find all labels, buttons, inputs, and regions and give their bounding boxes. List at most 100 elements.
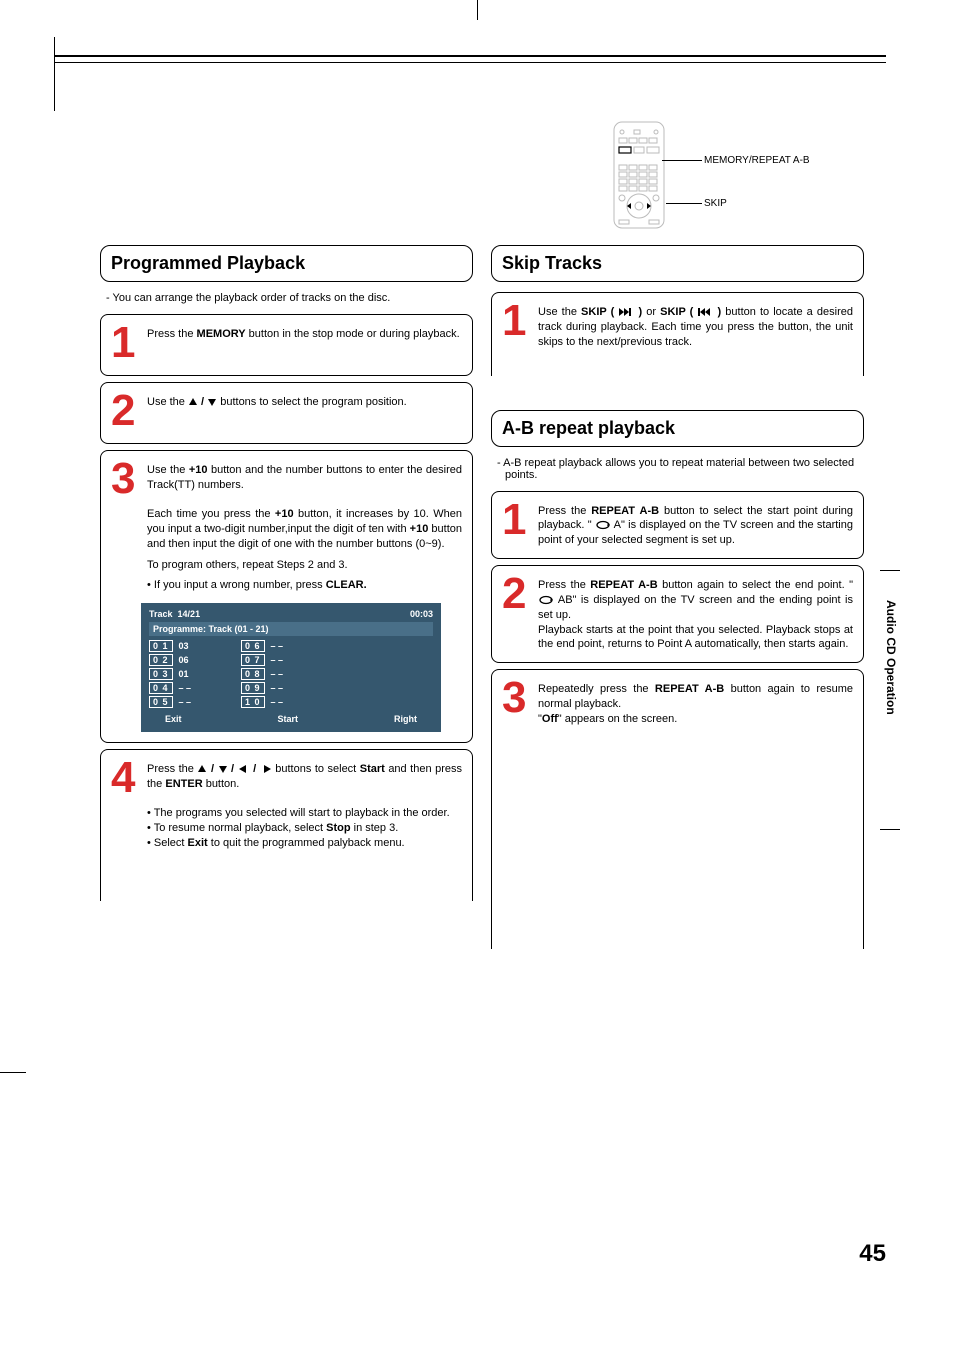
osd-column-right: 0 6– – 0 7– – 0 8– – 0 9– – 1 0– – [241,640,283,708]
header-rule [55,55,886,63]
osd-programme-header: Programme: Track (01 - 21) [149,622,433,636]
ab-step1-box: 1 Press the REPEAT A-B button to select … [491,491,864,560]
section-title-ab: A-B repeat playback [491,410,864,447]
crop-mark [0,1072,26,1073]
plus10-label: +10 [189,464,208,476]
osd-row: 0 5– – [149,696,191,708]
osd-panel: Track 14/21 00:03 Programme: Track (01 -… [141,603,441,732]
slash: / [211,763,218,775]
down-arrow-icon [218,764,228,774]
osd-row: 0 9– – [241,682,283,694]
text: to quit the programmed palyback menu. [208,837,405,849]
val: – – [271,655,284,665]
step3-para2: To program others, repeat Steps 2 and 3. [147,558,462,573]
text: buttons to select [275,763,360,775]
slot: 0 9 [241,682,265,694]
leader-line [662,160,702,161]
repeat-icon [595,520,611,530]
remote-diagram: MEMORY/REPEAT A-B SKIP [604,120,854,235]
step-number-3: 3 [502,676,534,720]
off-label: Off [542,713,558,725]
text: button. [203,778,240,790]
left-column: Programmed Playback - You can arrange th… [100,245,473,955]
step-number-1: 1 [111,321,143,365]
text: Repeatedly press the [538,683,655,695]
intro-ab: - A-B repeat playback allows you to repe… [495,457,860,481]
memory-label: MEMORY [197,328,246,340]
text: button again to select the end point. " [658,579,853,591]
osd-row: 0 6 – – [241,640,283,652]
text: in step 3. [351,822,399,834]
step4-box: 4 Press the / / / buttons to select Star… [100,749,473,901]
ab-step3-box: 3 Repeatedly press the REPEAT A-B button… [491,669,864,949]
section-title-programmed: Programmed Playback [100,245,473,282]
step-number-1: 1 [502,299,534,343]
val: 06 [179,655,189,665]
slot: 0 7 [241,654,265,666]
text: • Select [147,837,188,849]
text: " appears on the screen. [558,713,677,725]
skip-next-label: SKIP ( [581,306,618,318]
down-arrow-icon [207,397,217,407]
osd-row: 0 103 [149,640,191,652]
step-number-1: 1 [502,498,534,542]
text: Use the [147,464,189,476]
text: • To resume normal playback, select [147,822,326,834]
ab-step2-text: Press the REPEAT A-B button again to sel… [538,572,853,652]
slash: / [253,763,260,775]
step4-bullets: • The programs you selected will start t… [147,806,462,851]
slot: 0 8 [241,668,265,680]
bullet: • To resume normal playback, select Stop… [147,821,462,836]
up-arrow-icon [197,764,207,774]
step1-text: Press the MEMORY button in the stop mode… [147,321,462,342]
step-number-3: 3 [111,457,143,501]
slot: 0 3 [149,668,173,680]
ab-step1-text: Press the REPEAT A-B button to select th… [538,498,853,549]
ab-step3-text: Repeatedly press the REPEAT A-B button a… [538,676,853,727]
side-tab-label: Audio CD Operation [884,600,898,715]
step-number-2: 2 [502,572,534,616]
slot: 0 6 [241,640,265,652]
repeat-ab-label: REPEAT A-B [655,683,724,695]
step3-box: 3 Use the +10 button and the number butt… [100,450,473,743]
step3-text: Use the +10 button and the number button… [147,457,462,493]
text: Press the [538,505,591,517]
plus10-label: +10 [410,523,429,535]
skip-step-box: 1 Use the SKIP ( ) or SKIP ( ) button to… [491,292,864,376]
step2-box: 2 Use the / buttons to select the progra… [100,382,473,444]
crop-mark [477,0,478,20]
slot: 0 1 [149,640,173,652]
step3-bullet: • If you input a wrong number, press CLE… [147,578,462,593]
text: Playback starts at the point that you se… [538,624,853,651]
text: Each time you press the [147,508,275,520]
step3-para1: Each time you press the +10 button, it i… [147,507,462,552]
text: Track [149,609,173,619]
exit-label: Exit [188,837,208,849]
val: – – [271,641,284,651]
text: Press the [538,579,590,591]
slot: 0 5 [149,696,173,708]
osd-row: 0 206 [149,654,191,666]
slot: 1 0 [241,696,265,708]
skip-forward-icon [618,307,634,317]
osd-time: 00:03 [410,609,433,619]
text: Press the [147,328,197,340]
slash: / [231,763,238,775]
text: • If you input a wrong number, press [147,579,326,591]
text: button in the stop mode or during playba… [246,328,460,340]
osd-right: Right [394,714,417,724]
up-arrow-icon [188,397,198,407]
osd-track: Track 14/21 [149,609,200,619]
label-skip: SKIP [704,198,727,209]
skip-prev-label: SKIP ( [660,306,697,318]
osd-row: 0 8 – – [241,668,283,680]
text: or [642,306,660,318]
stop-label: Stop [326,822,350,834]
left-arrow-icon [238,764,250,774]
right-arrow-icon [260,764,272,774]
start-label: Start [360,763,385,775]
repeat-icon [538,595,554,605]
val: – – [271,669,284,679]
leader-line [666,203,702,204]
val: 01 [179,669,189,679]
